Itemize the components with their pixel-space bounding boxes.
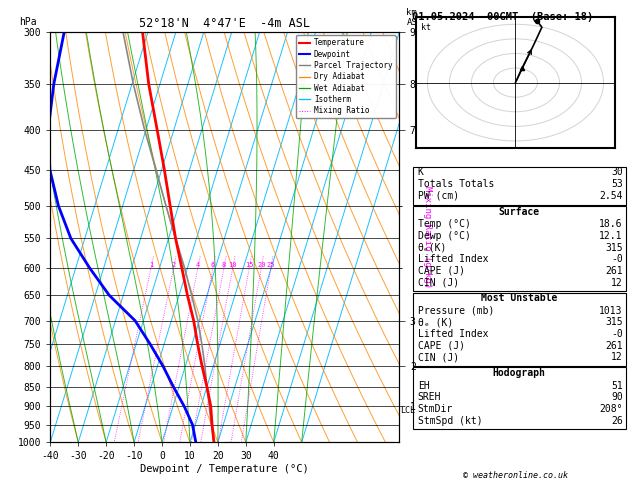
Legend: Temperature, Dewpoint, Parcel Trajectory, Dry Adiabat, Wet Adiabat, Isotherm, Mi: Temperature, Dewpoint, Parcel Trajectory… — [296, 35, 396, 118]
Text: kt: kt — [421, 23, 431, 32]
Text: Lifted Index: Lifted Index — [418, 254, 488, 264]
Text: θₑ (K): θₑ (K) — [418, 317, 453, 328]
Text: 261: 261 — [605, 341, 623, 351]
Text: 315: 315 — [605, 243, 623, 253]
Text: 8: 8 — [222, 262, 226, 268]
Text: 51: 51 — [611, 381, 623, 391]
Y-axis label: Mixing Ratio (g/kg): Mixing Ratio (g/kg) — [423, 186, 432, 288]
Text: 12: 12 — [611, 352, 623, 363]
Text: CAPE (J): CAPE (J) — [418, 266, 465, 276]
Text: Temp (°C): Temp (°C) — [418, 219, 470, 229]
Text: SREH: SREH — [418, 392, 441, 402]
Text: Lifted Index: Lifted Index — [418, 329, 488, 339]
Text: EH: EH — [418, 381, 430, 391]
Text: Hodograph: Hodograph — [493, 368, 546, 378]
Text: Totals Totals: Totals Totals — [418, 179, 494, 189]
Text: -0: -0 — [611, 329, 623, 339]
Text: Pressure (mb): Pressure (mb) — [418, 306, 494, 316]
Text: 90: 90 — [611, 392, 623, 402]
Text: 18.6: 18.6 — [599, 219, 623, 229]
Text: 26: 26 — [611, 416, 623, 426]
Text: hPa: hPa — [19, 17, 36, 28]
Text: K: K — [418, 167, 423, 177]
Text: StmDir: StmDir — [418, 404, 453, 414]
Text: 1013: 1013 — [599, 306, 623, 316]
Text: 2.54: 2.54 — [599, 191, 623, 201]
Text: 15: 15 — [245, 262, 253, 268]
Text: 4: 4 — [196, 262, 200, 268]
X-axis label: Dewpoint / Temperature (°C): Dewpoint / Temperature (°C) — [140, 464, 309, 474]
Text: LCL: LCL — [400, 406, 415, 415]
Text: CIN (J): CIN (J) — [418, 352, 459, 363]
Text: CAPE (J): CAPE (J) — [418, 341, 465, 351]
Text: km
ASL: km ASL — [406, 8, 423, 28]
Text: 12.1: 12.1 — [599, 231, 623, 241]
Text: 01.05.2024  00GMT  (Base: 18): 01.05.2024 00GMT (Base: 18) — [412, 12, 593, 22]
Text: 20: 20 — [257, 262, 265, 268]
Text: 261: 261 — [605, 266, 623, 276]
Text: θₑ(K): θₑ(K) — [418, 243, 447, 253]
Text: 10: 10 — [228, 262, 237, 268]
Text: 2: 2 — [172, 262, 175, 268]
Text: CIN (J): CIN (J) — [418, 278, 459, 288]
Text: Surface: Surface — [499, 207, 540, 217]
Text: 25: 25 — [267, 262, 275, 268]
Text: PW (cm): PW (cm) — [418, 191, 459, 201]
Text: 208°: 208° — [599, 404, 623, 414]
Text: Dewp (°C): Dewp (°C) — [418, 231, 470, 241]
Text: 12: 12 — [611, 278, 623, 288]
Text: StmSpd (kt): StmSpd (kt) — [418, 416, 482, 426]
Text: 315: 315 — [605, 317, 623, 328]
Title: 52°18'N  4°47'E  -4m ASL: 52°18'N 4°47'E -4m ASL — [140, 17, 310, 31]
Text: 53: 53 — [611, 179, 623, 189]
Text: © weatheronline.co.uk: © weatheronline.co.uk — [464, 471, 568, 480]
Text: 1: 1 — [149, 262, 153, 268]
Text: -0: -0 — [611, 254, 623, 264]
Text: 6: 6 — [211, 262, 215, 268]
Text: 30: 30 — [611, 167, 623, 177]
Text: Most Unstable: Most Unstable — [481, 293, 557, 303]
